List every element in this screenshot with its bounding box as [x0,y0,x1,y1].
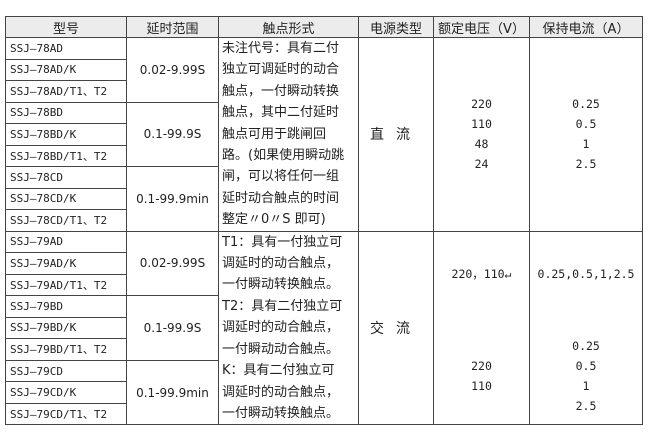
header-row: 型号 延时范围 触点形式 电源类型 额定电压（V） 保持电流（A） [5,16,643,38]
text-line: 一付瞬动动合触点。 [222,341,340,357]
table-row: SSJ—79CD 0.1-99.9min [5,359,643,426]
text-line: 未注代号：具有二付 [222,41,340,56]
text-line: 调延时的动合触点， [222,320,340,336]
model-cell: SSJ—79CD/K [5,381,127,404]
model-cell: SSJ—78CD [5,166,127,189]
text-line: 独立可调延时的动合 [222,62,340,78]
power-type-cell: 交流 [358,230,434,426]
model-cell: SSJ—78AD/K [5,58,127,81]
delay-range-cell: 0.1-99.9S [126,295,219,361]
rated-voltage-cell: 220，110↵ 220 110 [433,230,530,426]
text-line: 整定〃0〃S 即可) [222,212,326,228]
table-row: SSJ—78BD/K [5,123,643,146]
relay-spec-table: 型号 延时范围 触点形式 电源类型 额定电压（V） 保持电流（A） SSJ—78AD 0.0… [5,16,643,426]
model-cell: SSJ—78BD/K [5,123,127,146]
header-model: 型号 [5,16,127,38]
delay-range-cell: 0.1-99.9min [126,359,219,426]
power-type-cell: 直流 [358,37,434,232]
text-line: 110 [471,378,492,393]
text-line: 0.25 [572,97,600,112]
table-row: SSJ—79AD/T1、T2 [5,273,643,297]
contact-form-cell: T1：具有一付独立可 调延时的动合触点， 一付瞬动转换触点。 T2：具有二付独立可调… [218,230,359,426]
voltage-a: 220，110↵ [451,266,512,281]
text-line: 24 [474,157,489,172]
text-line: 触点可用于跳闸回 [222,126,327,142]
table-row: SSJ—79AD 0.02-9.99S T1：具有一付独立可 调延时的动合触点， 一付… [5,230,643,426]
text-line: 220 [471,358,492,373]
model-cell: SSJ—78AD/T1、T2 [5,80,127,103]
table-row: SSJ—78AD/K [5,58,643,81]
model-cell: SSJ—79BD/K [5,316,127,340]
table-row: SSJ—79AD/K [5,252,643,275]
text-line: 0.5 [575,117,597,132]
header-holding-current: 保持电流（A） [529,16,643,38]
text-line: 48 [474,137,489,152]
delay-range-cell: 0.1-99.9min [126,166,219,232]
text-line: 路。(如果使用瞬动跳 [222,148,345,164]
table-row: SSJ—78CD/T1、T2 [5,209,643,232]
header-contact-form: 触点形式 [218,16,359,38]
text-line: 2.5 [575,157,597,172]
text-line: 220 [471,97,492,112]
table-row: SSJ—78AD 0.02-9.99S 未注代号：具有二付 独立可调延时的动合 触点，一… [5,37,643,232]
table-row: SSJ—79BD 0.1-99.9S [5,295,643,361]
text-line: 延时动合触点的时间 [222,190,340,206]
model-cell: SSJ—78CD/T1、T2 [5,209,127,232]
table-row: SSJ—79CD/T1、T2 [5,402,643,426]
table-row: SSJ—78BD/T1、T2 [5,144,643,168]
model-cell: SSJ—78AD [5,37,127,60]
current-a: 0.25,0.5,1,2.5 [537,266,635,281]
text-line: 1 [582,137,590,152]
model-cell: SSJ—78CD/K [5,187,127,211]
table-row: SSJ—79BD/T1、T2 [5,338,643,361]
rated-voltage-cell: 220 110 48 24 [433,37,530,232]
model-cell: SSJ—79AD [5,230,127,254]
holding-current-cell: 0.25,0.5,1,2.5 0.25 0.5 1 2.5 [529,230,643,426]
text-line: 闸，可以将任何一组 [222,169,340,185]
model-cell: SSJ—79AD/T1、T2 [5,273,127,297]
text-line: 触点，其中二付延时 [222,105,340,121]
text-line: 110 [471,117,492,132]
model-cell: SSJ—78BD/T1、T2 [5,144,127,168]
delay-range-cell: 0.02-9.99S [126,230,219,297]
holding-current-cell: 0.25 0.5 1 2.5 [529,37,643,232]
text-line: 0.25 [572,338,600,353]
text-line: 1 [582,378,590,393]
model-cell: SSJ—78BD [5,101,127,125]
model-cell: SSJ—79CD/T1、T2 [5,402,127,426]
text-line: T1：具有一付独立可 [222,234,343,250]
table-row: SSJ—78CD 0.1-99.9min [5,166,643,232]
text-line: T2：具有二付独立可 [222,298,343,314]
text-line: 调延时的动合触点， [222,384,340,400]
model-cell: SSJ—79BD [5,295,127,318]
table-row: SSJ—78BD 0.1-99.9S [5,101,643,168]
text-line: 一付瞬动转换触点。 [222,277,340,293]
text-line: 2.5 [575,398,597,413]
text-line: 调延时的动合触点， [222,256,340,272]
text-line: 一付瞬动转换触点。 [222,405,340,421]
delay-range-cell: 0.02-9.99S [126,37,219,103]
model-cell: SSJ—79BD/T1、T2 [5,338,127,361]
text-line: K：具有二付独立可 [222,363,335,379]
model-cell: SSJ—79CD [5,359,127,383]
header-rated-voltage: 额定电压（V） [433,16,530,38]
header-power-type: 电源类型 [358,16,434,38]
delay-range-cell: 0.1-99.9S [126,101,219,168]
text-line: 0.5 [575,358,597,373]
header-delay-range: 延时范围 [126,16,219,38]
text-line: 触点，一付瞬动转换 [222,83,340,99]
model-cell: SSJ—79AD/K [5,252,127,275]
contact-form-cell: 未注代号：具有二付 独立可调延时的动合 触点，一付瞬动转换 触点，其中二付延时 触点可用… [218,37,359,232]
